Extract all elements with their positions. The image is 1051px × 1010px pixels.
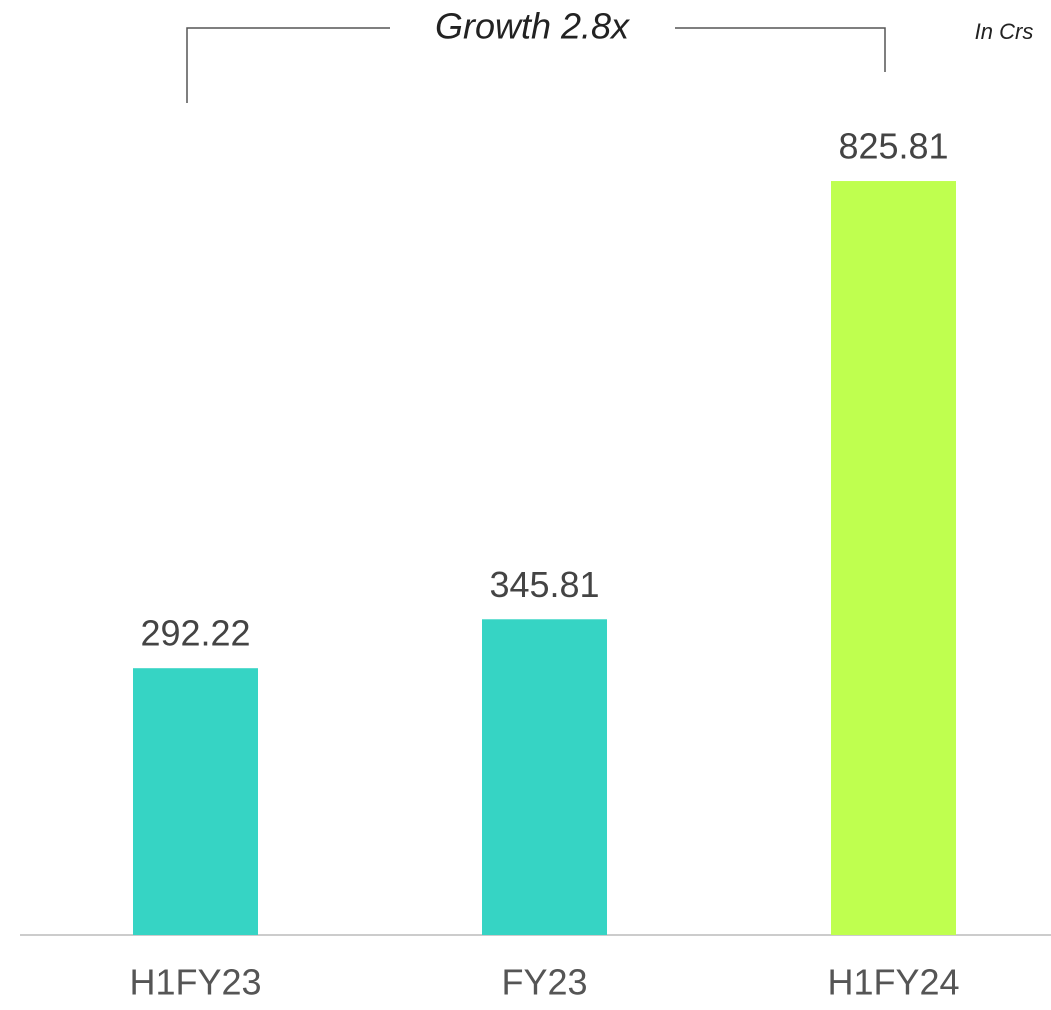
bar	[482, 619, 607, 935]
growth-annotation: Growth 2.8x	[435, 6, 631, 47]
unit-note: In Crs	[975, 19, 1034, 44]
bracket-right	[675, 27, 886, 72]
value-label: 292.22	[140, 613, 250, 654]
value-label: 345.81	[489, 564, 599, 605]
bar	[133, 668, 258, 935]
x-tick-label: H1FY23	[129, 962, 261, 1003]
value-label: 825.81	[838, 126, 948, 167]
x-tick-label: FY23	[501, 962, 587, 1003]
x-tick-label: H1FY24	[827, 962, 959, 1003]
bar	[831, 181, 956, 936]
bracket-left	[186, 27, 390, 103]
